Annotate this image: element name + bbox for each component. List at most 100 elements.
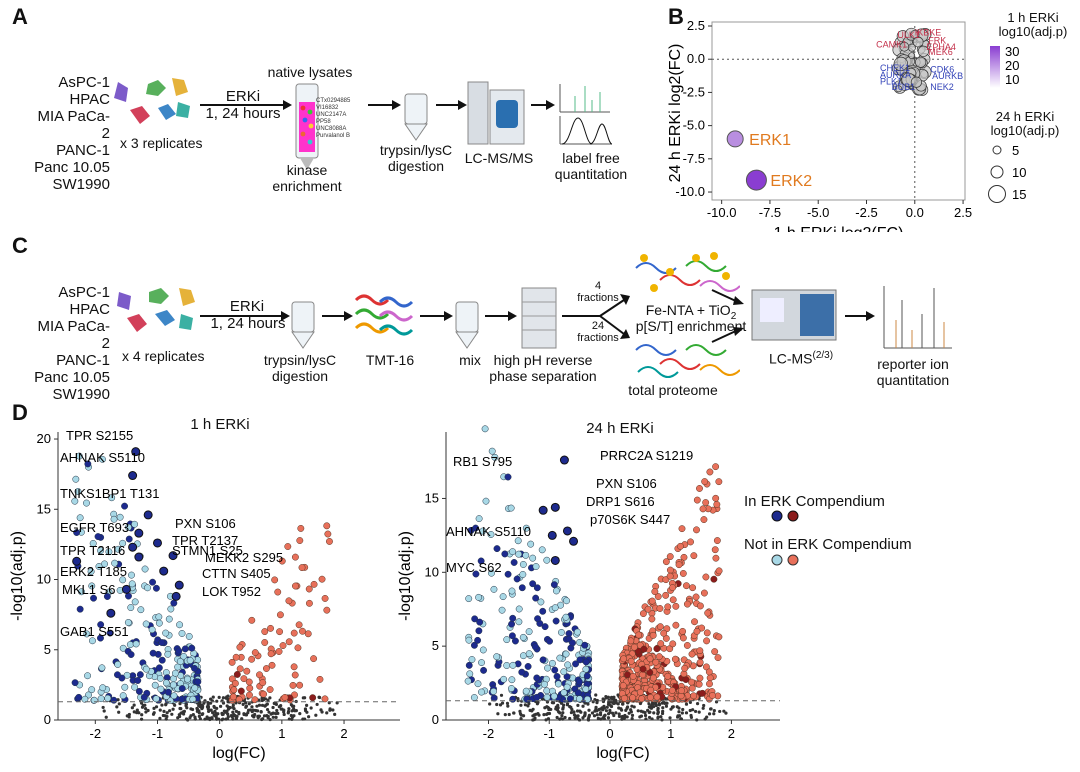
d-point-up <box>679 634 687 642</box>
d-point-down <box>467 526 475 534</box>
d-point-up <box>668 686 676 694</box>
d-point-up <box>237 687 245 695</box>
label-free-quant-label: label free quantitation <box>554 150 628 182</box>
d-point-down <box>560 689 568 697</box>
d-point-ns <box>104 715 108 719</box>
d-point-down <box>119 576 127 584</box>
d-point-ns <box>595 713 599 717</box>
d-point-up <box>267 650 275 658</box>
d-point-ns <box>244 705 248 709</box>
legend-dot-in-red <box>787 510 799 522</box>
d-point-ns <box>684 702 689 706</box>
d-point-up <box>294 644 302 652</box>
d-point-down <box>175 647 183 655</box>
d-point-ns <box>158 708 162 712</box>
d-point-down <box>551 604 559 612</box>
b-x-tick-label: -5.0 <box>807 205 829 220</box>
d-annotated-point <box>131 447 141 457</box>
enrichment-label: p[S/T] enrichment <box>635 318 747 334</box>
d-y-tick-label: 5 <box>432 638 439 653</box>
d-point-down <box>572 660 579 668</box>
d-point-up <box>289 681 297 689</box>
d-point-up <box>651 588 659 596</box>
b-label-erk1: ERK1 <box>749 132 791 149</box>
d1-annotation: EGFR T693 <box>60 520 129 535</box>
lcms-text: LC-MS <box>768 350 813 367</box>
d-point-down <box>114 671 121 679</box>
d-point-down <box>98 664 106 672</box>
d-point-up <box>699 505 707 513</box>
d-point-down <box>162 629 170 637</box>
d-point-down <box>152 584 160 592</box>
d-point-down <box>89 540 97 547</box>
d-point-down <box>508 632 516 640</box>
d-point-up <box>708 692 716 699</box>
d-point-down <box>181 645 189 653</box>
b-point <box>893 56 909 72</box>
d-point-down <box>524 663 532 670</box>
d-point-down <box>574 628 581 636</box>
cell-cluster-illustration <box>117 288 195 332</box>
d-point-down <box>119 692 127 700</box>
cell-line: SW1990 <box>52 386 110 403</box>
d1-annotation: TPR S2155 <box>66 428 133 443</box>
b-color-legend-tick: 30 <box>1005 44 1019 59</box>
d-point-up <box>261 639 269 646</box>
arrow <box>436 100 467 110</box>
d-point-ns <box>702 703 706 708</box>
d-point-ns <box>565 703 570 707</box>
d-point-down <box>73 529 81 536</box>
b-point <box>908 52 916 59</box>
d-point-up <box>689 584 697 592</box>
d-point-up <box>230 686 238 694</box>
d-point-ns <box>684 711 689 715</box>
d-point-up <box>299 627 306 635</box>
d-point-down <box>76 514 84 522</box>
b-x-tick-label: -7.5 <box>759 205 781 220</box>
d-point-up <box>649 631 657 639</box>
d-point-ns <box>262 714 267 718</box>
d-point-ns <box>139 701 144 705</box>
d-point-ns <box>259 710 263 714</box>
d-point-up <box>655 653 663 661</box>
d-point-down <box>78 588 85 596</box>
d-point-up <box>662 591 670 599</box>
d-point-up <box>627 637 635 645</box>
d-point-ns <box>523 703 527 707</box>
d-point-up <box>309 694 317 702</box>
d-point-ns <box>266 714 270 719</box>
d-point-ns <box>506 704 510 708</box>
d-point-up <box>715 478 723 486</box>
d-point-down <box>128 580 136 588</box>
d-point-down <box>479 527 487 535</box>
d-point-down <box>533 584 541 592</box>
d-point-down <box>475 627 483 635</box>
b-x-tick-label: -10.0 <box>707 205 737 220</box>
d-point-up <box>619 682 627 690</box>
d-point-up <box>669 584 677 592</box>
d-point-ns <box>572 710 576 714</box>
d-point-ns <box>260 698 264 703</box>
d-point-up <box>298 564 306 572</box>
d-y-tick-label: 15 <box>425 490 439 505</box>
b-x-tick-label: -2.5 <box>855 205 877 220</box>
d-point-ns <box>217 717 221 721</box>
d-point-down <box>104 694 112 702</box>
d-point-down <box>534 615 542 623</box>
d-point-up <box>290 629 298 637</box>
d-point-up <box>229 693 237 701</box>
d-annotated-point <box>174 580 184 590</box>
d-point-up <box>245 691 253 699</box>
d-point-ns <box>646 708 650 712</box>
d-point-ns <box>115 705 119 709</box>
d-point-ns <box>164 703 168 707</box>
inhibitor: UNC2147A <box>316 112 347 118</box>
d-point-down <box>465 595 473 603</box>
d-point-ns <box>309 706 313 710</box>
d-point-ns <box>247 702 251 706</box>
d-point-down <box>71 497 79 505</box>
d-point-ns <box>143 703 147 707</box>
d-x-tick-label: 1 <box>278 726 285 741</box>
d-point-down <box>134 677 142 684</box>
arrow <box>711 289 744 305</box>
